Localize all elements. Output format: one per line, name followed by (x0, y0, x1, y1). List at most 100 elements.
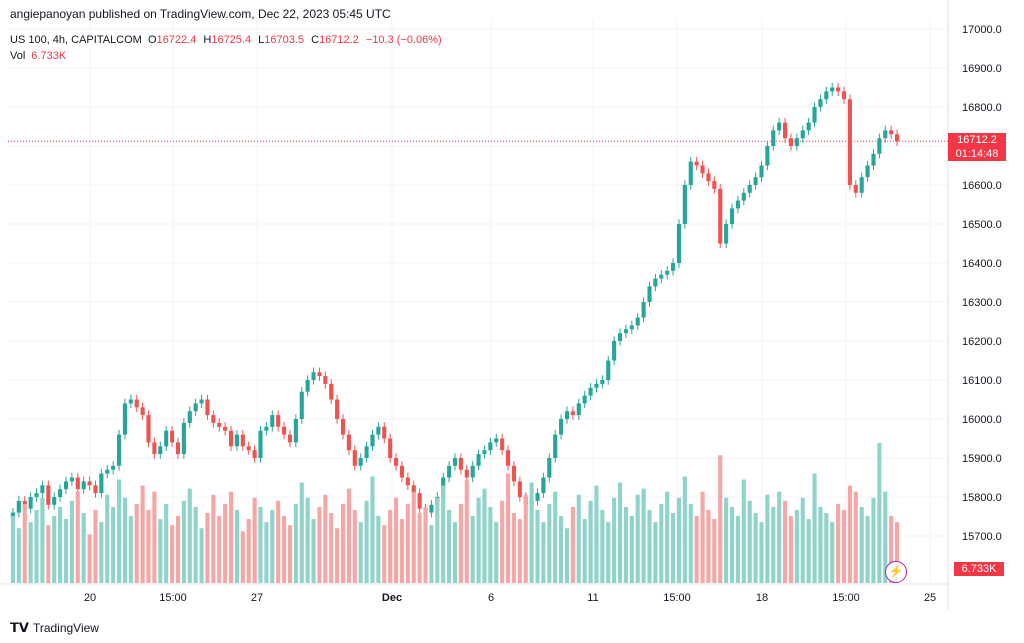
candle-body (665, 270, 670, 275)
volume-bar (217, 516, 222, 583)
volume-bar (270, 509, 275, 583)
candle-body (264, 426, 269, 431)
volume-bar (594, 485, 599, 583)
volume-bar (818, 506, 823, 583)
volume-legend: Vol 6.733K (10, 50, 66, 62)
candle-body (794, 138, 799, 146)
x-tick-label: 20 (84, 592, 96, 604)
volume-bar (52, 516, 57, 583)
volume-bar (276, 500, 281, 583)
volume-bar (794, 509, 799, 583)
candle-body (706, 173, 711, 182)
low-label: L (258, 34, 265, 46)
volume-bar (435, 497, 440, 583)
volume-bar (853, 491, 858, 583)
volume-bar (140, 485, 145, 583)
volume-bar (382, 525, 387, 583)
x-tick-label: 11 (587, 592, 598, 604)
volume-label: Vol (10, 50, 26, 62)
candle-body (16, 500, 21, 513)
candle-body (889, 130, 894, 135)
volume-bar (747, 500, 752, 583)
volume-bar (511, 513, 517, 583)
candle-body (52, 497, 57, 505)
candle-body (588, 387, 593, 396)
volume-bar (122, 497, 127, 583)
volume-bar (93, 509, 98, 583)
candle-body (783, 122, 788, 139)
x-tick-label: Dec (382, 592, 402, 604)
volume-bar (800, 497, 805, 583)
volume-bar (317, 506, 322, 583)
candle-body (199, 399, 204, 404)
brand-label: TradingView (32, 621, 99, 635)
candle-body (258, 430, 263, 458)
volume-bar (482, 488, 487, 583)
candle-body (818, 99, 823, 107)
volume-bar (393, 497, 399, 583)
volume-bar (187, 488, 192, 583)
volume-bar (146, 509, 151, 583)
tradingview-logo[interactable]: 𝗧𝗩 TradingView (10, 620, 99, 636)
candle-body (164, 430, 169, 447)
candle-body (376, 426, 381, 435)
candle-body (223, 426, 228, 431)
candle-body (382, 426, 387, 439)
volume-bar (193, 506, 198, 583)
x-tick-label: 15:00 (663, 592, 691, 604)
y-tick-label: 16300.0 (962, 297, 1002, 309)
volume-bar (629, 516, 634, 583)
open-value: 16722.4 (156, 34, 197, 46)
volume-bar (877, 443, 882, 583)
publisher-line: angiepanoyan published on TradingView.co… (10, 7, 391, 21)
candle-body (405, 477, 410, 486)
candle-body (140, 407, 145, 416)
volume-bar (517, 519, 522, 583)
volume-bar (841, 509, 847, 583)
candle-body (93, 485, 98, 494)
candle-body (287, 434, 293, 443)
candle-body (771, 130, 776, 146)
candle-body (547, 458, 552, 478)
volume-bar (659, 503, 664, 583)
volume-bar (181, 500, 186, 583)
candle-body (458, 458, 463, 470)
candle-body (329, 383, 334, 400)
volume-bar (570, 506, 575, 583)
candle-body (600, 380, 605, 384)
candle-body (694, 161, 699, 166)
candle-body (211, 415, 216, 423)
volume-bar (205, 513, 210, 583)
volume-bar (16, 528, 21, 583)
volume-bar (246, 519, 251, 583)
candle-body (700, 165, 705, 174)
candle-body (847, 99, 852, 185)
lightning-icon[interactable]: ⚡ (885, 561, 907, 583)
candle-body (246, 446, 251, 451)
candle-body (470, 465, 475, 478)
close-value: 16712.2 (319, 34, 359, 46)
volume-bar (87, 534, 92, 583)
volume-bar (688, 503, 693, 583)
volume-bar (889, 516, 894, 583)
volume-bar (765, 494, 770, 583)
volume-bar (99, 522, 104, 583)
symbol-label[interactable]: US 100, 4h, CAPITALCOM (10, 34, 142, 46)
candle-body (464, 469, 469, 478)
volume-bar (346, 488, 351, 583)
x-tick-label: 18 (756, 592, 768, 604)
candle-body (623, 329, 628, 334)
volume-bar (452, 522, 458, 583)
candle-body (830, 87, 835, 92)
x-tick-label: 15:00 (832, 592, 860, 604)
candle-body (871, 153, 876, 166)
volume-bar (470, 516, 475, 583)
volume-bar (293, 503, 298, 583)
candle-body (853, 185, 858, 193)
volume-bar (116, 479, 122, 583)
candle-body (411, 485, 416, 494)
volume-bar (476, 497, 481, 583)
volume-bar (46, 525, 51, 583)
candle-body (488, 442, 493, 451)
